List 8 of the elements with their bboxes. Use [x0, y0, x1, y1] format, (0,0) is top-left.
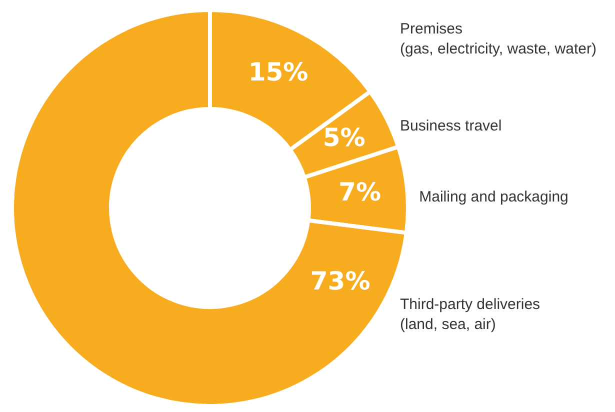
data-label: 73% — [310, 266, 370, 296]
data-label: 5% — [322, 123, 366, 152]
slice-label: Premises (gas, electricity, waste, water) — [400, 20, 596, 58]
data-label: 7% — [338, 177, 382, 206]
slice-label: Third-party deliveries (land, sea, air) — [400, 296, 540, 334]
data-label: 15% — [248, 57, 308, 86]
slice-label: Mailing and packaging — [419, 188, 568, 206]
slice-label: Business travel — [400, 117, 502, 134]
